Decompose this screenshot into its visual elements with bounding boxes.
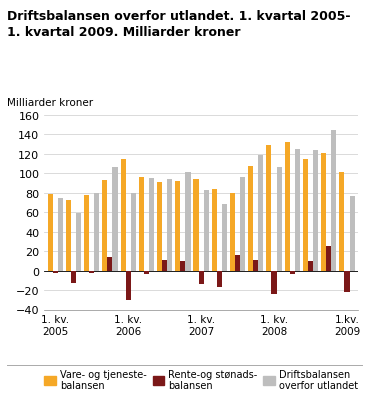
Bar: [71, 271, 76, 284]
Bar: [144, 271, 149, 274]
Bar: [58, 198, 63, 271]
Bar: [339, 173, 344, 271]
Text: Driftsbalansen overfor utlandet. 1. kvartal 2005-
1. kvartal 2009. Milliarder kr: Driftsbalansen overfor utlandet. 1. kvar…: [7, 10, 351, 39]
Bar: [162, 260, 167, 271]
Bar: [212, 190, 217, 271]
Bar: [235, 255, 240, 271]
Bar: [113, 168, 118, 271]
Bar: [139, 178, 144, 271]
Bar: [175, 182, 180, 271]
Bar: [131, 193, 136, 271]
Bar: [48, 194, 53, 271]
Bar: [94, 193, 99, 271]
Bar: [204, 190, 209, 271]
Text: Milliarder kroner: Milliarder kroner: [7, 98, 93, 108]
Bar: [284, 143, 290, 271]
Bar: [185, 173, 190, 271]
Bar: [303, 159, 308, 271]
Bar: [321, 154, 326, 271]
Bar: [167, 180, 172, 271]
Bar: [193, 180, 199, 271]
Bar: [290, 271, 295, 274]
Legend: Vare- og tjeneste-
balansen, Rente-og stønads-
balansen, Driftsbalansen
overfor : Vare- og tjeneste- balansen, Rente-og st…: [44, 369, 358, 391]
Bar: [89, 271, 94, 273]
Bar: [217, 271, 222, 287]
Bar: [258, 155, 263, 271]
Bar: [199, 271, 204, 285]
Bar: [331, 130, 337, 271]
Bar: [266, 146, 272, 271]
Bar: [125, 271, 131, 300]
Bar: [349, 196, 355, 271]
Bar: [253, 260, 258, 271]
Bar: [230, 193, 235, 271]
Bar: [107, 257, 113, 271]
Bar: [222, 205, 227, 271]
Bar: [277, 168, 282, 271]
Bar: [180, 261, 185, 271]
Bar: [149, 179, 154, 271]
Bar: [248, 166, 253, 271]
Bar: [344, 271, 349, 292]
Bar: [240, 178, 245, 271]
Bar: [326, 247, 331, 271]
Bar: [295, 150, 300, 271]
Bar: [157, 183, 162, 271]
Bar: [313, 151, 318, 271]
Bar: [121, 159, 125, 271]
Bar: [272, 271, 277, 294]
Bar: [102, 180, 107, 271]
Bar: [84, 195, 89, 271]
Bar: [66, 200, 71, 271]
Bar: [76, 214, 81, 271]
Bar: [308, 261, 313, 271]
Bar: [53, 271, 58, 273]
